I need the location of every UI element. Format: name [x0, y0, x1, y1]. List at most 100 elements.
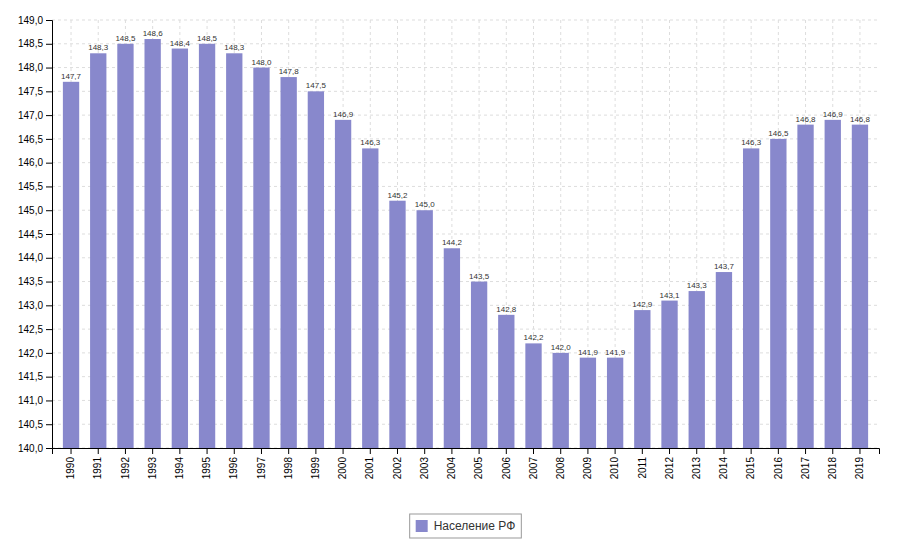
tick-mark: [859, 448, 860, 454]
tick-mark: [46, 258, 52, 259]
tick-mark: [46, 20, 52, 21]
bar: [825, 120, 841, 448]
tick-label: 1995: [201, 457, 212, 480]
x-axis: 1990199119921993199419951996199719981999…: [53, 448, 880, 479]
data-label: 148,0: [251, 58, 272, 67]
bar: [607, 358, 623, 448]
tick-mark: [587, 448, 588, 454]
tick-mark: [723, 448, 724, 454]
tick-mark: [615, 448, 616, 454]
tick-mark: [370, 448, 371, 454]
data-label: 148,5: [197, 34, 218, 43]
tick-mark: [397, 448, 398, 454]
bar: [743, 148, 759, 448]
tick: 1990: [65, 448, 76, 479]
bar: [444, 248, 460, 448]
tick-label: 148,5: [18, 38, 43, 49]
bar: [553, 353, 569, 448]
bar: [117, 44, 133, 448]
tick-label: 142,5: [18, 324, 43, 335]
bar: [498, 315, 514, 448]
tick-mark: [288, 448, 289, 454]
tick-mark: [46, 424, 52, 425]
legend-swatch: [416, 520, 428, 532]
tick-mark: [46, 377, 52, 378]
grid: [52, 20, 879, 448]
tick-label: 2000: [337, 457, 348, 480]
legend-label: Население РФ: [434, 519, 516, 533]
tick-label: 2009: [582, 457, 593, 480]
bar: [362, 148, 378, 448]
tick: 1995: [201, 448, 212, 479]
tick-label: 1993: [147, 457, 158, 480]
tick: 2011: [637, 448, 648, 479]
tick: 2019: [854, 448, 865, 479]
tick: 2015: [745, 448, 756, 479]
tick-mark: [46, 234, 52, 235]
tick: 148,0: [18, 62, 52, 73]
tick-label: 1992: [120, 457, 131, 480]
bar: [797, 125, 813, 448]
bar: [63, 82, 79, 448]
tick-mark: [778, 448, 779, 454]
tick-mark: [46, 353, 52, 354]
tick: 2003: [419, 448, 430, 479]
tick: 145,0: [18, 205, 52, 216]
tick: 143,0: [18, 300, 52, 311]
data-label: 141,9: [605, 348, 626, 357]
tick-mark: [642, 448, 643, 454]
data-label: 146,8: [796, 115, 817, 124]
tick-mark: [179, 448, 180, 454]
data-label: 148,6: [143, 29, 164, 38]
tick-label: 2006: [501, 457, 512, 480]
tick: 143,5: [18, 276, 52, 287]
data-labels: 147,7148,3148,5148,6148,4148,5148,3148,0…: [61, 29, 870, 357]
tick-label: 143,5: [18, 276, 43, 287]
tick-mark: [424, 448, 425, 454]
tick-label: 2012: [664, 457, 675, 480]
tick-label: 2016: [773, 457, 784, 480]
bar: [580, 358, 596, 448]
tick-label: 1998: [283, 457, 294, 480]
tick: 2000: [337, 448, 348, 479]
tick: 2010: [609, 448, 620, 479]
tick-label: 2014: [718, 457, 729, 480]
tick-mark: [506, 448, 507, 454]
legend-item: Население РФ: [416, 519, 516, 533]
tick-label: 148,0: [18, 62, 43, 73]
data-label: 142,9: [632, 300, 653, 309]
tick-mark: [46, 448, 52, 449]
data-label: 148,4: [170, 39, 191, 48]
tick-label: 143,0: [18, 300, 43, 311]
tick: 1992: [120, 448, 131, 479]
data-label: 146,9: [333, 110, 354, 119]
tick-label: 1997: [256, 457, 267, 480]
tick-mark: [451, 448, 452, 454]
bar: [661, 301, 677, 448]
data-label: 147,5: [306, 81, 327, 90]
tick: 2004: [446, 448, 457, 479]
tick-label: 2003: [419, 457, 430, 480]
tick-label: 141,0: [18, 395, 43, 406]
tick-mark: [152, 448, 153, 454]
data-label: 146,8: [850, 115, 871, 124]
axis-line: [46, 21, 53, 449]
tick-label: 149,0: [18, 15, 43, 26]
tick: 2014: [718, 448, 729, 479]
axis-line: [53, 449, 880, 455]
tick-label: 144,0: [18, 252, 43, 263]
data-label: 145,2: [387, 191, 408, 200]
data-label: 146,5: [768, 129, 789, 138]
data-label: 142,8: [496, 305, 517, 314]
legend: Население РФ: [410, 514, 522, 538]
bar: [335, 120, 351, 448]
tick-mark: [46, 186, 52, 187]
tick-label: 144,5: [18, 229, 43, 240]
tick-mark: [46, 44, 52, 45]
data-label: 146,9: [823, 110, 844, 119]
tick: 148,5: [18, 38, 52, 49]
tick: 1991: [92, 448, 103, 479]
tick-mark: [125, 448, 126, 454]
tick: 1996: [228, 448, 239, 479]
chart: 147,7148,3148,5148,6148,4148,5148,3148,0…: [0, 0, 899, 548]
